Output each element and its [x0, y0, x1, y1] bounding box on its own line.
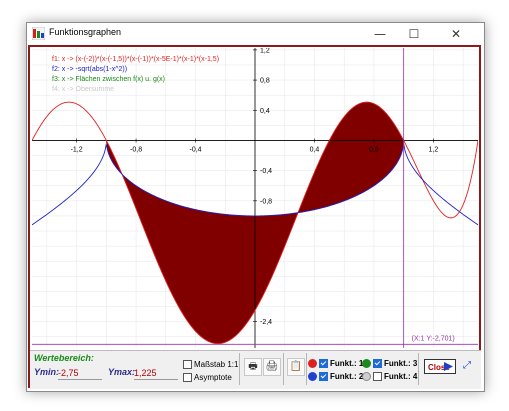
separator: [418, 353, 419, 385]
legend-entry-f1: f1: x -> (x-(-2))*(x-(-1,5))*(x-(-1))*(x…: [52, 56, 219, 63]
title-bar[interactable]: Funktionsgraphen — ☐ ✕: [27, 23, 484, 45]
x-tick-label: 1,2: [429, 146, 439, 153]
wertebereich-label: Wertebereich:: [34, 353, 94, 363]
close-label: Close: [428, 363, 450, 372]
funkt3-checkbox[interactable]: [373, 359, 382, 369]
maximize-button[interactable]: ☐: [408, 27, 420, 41]
x-tick-label: -0,8: [130, 146, 142, 153]
ymin-label: Ymin:: [34, 367, 60, 377]
massstab-checkbox[interactable]: Maßstab 1:1: [183, 360, 239, 370]
ymax-input[interactable]: [134, 366, 178, 380]
x-tick-label: 0,8: [369, 146, 379, 153]
y-tick-label: 0,8: [260, 78, 270, 85]
funkt1-toggle[interactable]: Funkt.: 1: [308, 359, 364, 369]
funkt4-toggle[interactable]: Funkt.: 4: [362, 372, 418, 382]
x-tick-label: 0,4: [310, 146, 320, 153]
separator: [239, 353, 240, 385]
control-panel: Wertebereich: Ymin: Ymax: Maßstab 1:1 As…: [30, 350, 481, 389]
funkt1-checkbox[interactable]: [319, 359, 328, 369]
window-title: Funktionsgraphen: [49, 27, 122, 37]
crosshair-label: (X:1 Y:-2,701): [412, 335, 455, 342]
copy-clipboard-icon[interactable]: 📋: [287, 358, 305, 376]
app-icon: [32, 27, 45, 40]
fullscreen-icon[interactable]: ⤢: [463, 360, 471, 371]
y-tick-label: -2,4: [260, 319, 272, 326]
y-tick-label: 0,4: [260, 108, 270, 115]
function-plot[interactable]: -1,2 -0,8 -0,4 0,4 0,8 1,2 1,2 0,8 0,4 -0,4 -0,8 -2…: [32, 48, 478, 348]
funkt4-checkbox[interactable]: [373, 372, 382, 382]
arrow-right-icon: [444, 362, 453, 371]
ymax-label: Ymax:: [108, 367, 136, 377]
x-tick-label: -1,2: [71, 146, 83, 153]
y-tick-label: -0,8: [260, 198, 272, 205]
funkt2-toggle[interactable]: Funkt.: 2: [308, 372, 364, 382]
y-tick-label: -0,4: [260, 168, 272, 175]
f4-color-dot: [362, 372, 371, 382]
separator: [283, 353, 284, 385]
print-icon[interactable]: 🖶: [244, 358, 262, 376]
legend-entry-f4: f4: x -> Obersumme: [52, 86, 114, 93]
ymin-input[interactable]: [58, 366, 102, 380]
legend-entry-f3: f3: x -> Flächen zwischen f(x) u. g(x): [52, 76, 165, 83]
funkt2-checkbox[interactable]: [319, 372, 328, 382]
funkt2-label: Funkt.: 2: [330, 372, 364, 381]
funkt3-label: Funkt.: 3: [384, 359, 418, 368]
legend-entry-f2: f2: x -> -sqrt(abs(1-x^2)): [52, 66, 127, 73]
funkt1-label: Funkt.: 1: [330, 359, 364, 368]
funkt3-toggle[interactable]: Funkt.: 3: [362, 359, 418, 369]
massstab-box[interactable]: [183, 360, 192, 370]
massstab-label: Maßstab 1:1: [194, 360, 239, 369]
minimize-button[interactable]: —: [374, 27, 386, 41]
app-window: Funktionsgraphen — ☐ ✕ -1,2 -0,8 -0,4 0,4 0,…: [26, 22, 485, 392]
y-tick-label: 1,2: [260, 48, 270, 54]
asymptote-box[interactable]: [183, 373, 192, 383]
asymptote-checkbox[interactable]: Asymptote: [183, 373, 232, 383]
f1-color-dot: [308, 359, 317, 369]
print-setup-icon[interactable]: 🖨: [263, 358, 281, 376]
separator: [306, 353, 307, 385]
f2-color-dot: [308, 372, 317, 382]
asymptote-label: Asymptote: [194, 373, 232, 382]
close-window-button[interactable]: ✕: [450, 27, 462, 41]
close-button[interactable]: Close: [424, 359, 456, 374]
x-tick-label: -0,4: [190, 146, 202, 153]
f3-color-dot: [362, 359, 371, 369]
funkt4-label: Funkt.: 4: [384, 372, 418, 381]
